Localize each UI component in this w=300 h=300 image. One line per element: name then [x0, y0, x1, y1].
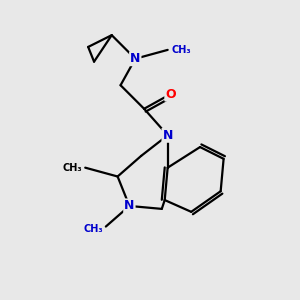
Text: O: O: [165, 88, 176, 100]
Text: CH₃: CH₃: [171, 45, 191, 55]
Text: CH₃: CH₃: [63, 163, 82, 173]
Text: N: N: [124, 200, 135, 212]
Text: CH₃: CH₃: [83, 224, 103, 235]
Text: N: N: [163, 129, 173, 142]
Text: N: N: [130, 52, 140, 65]
